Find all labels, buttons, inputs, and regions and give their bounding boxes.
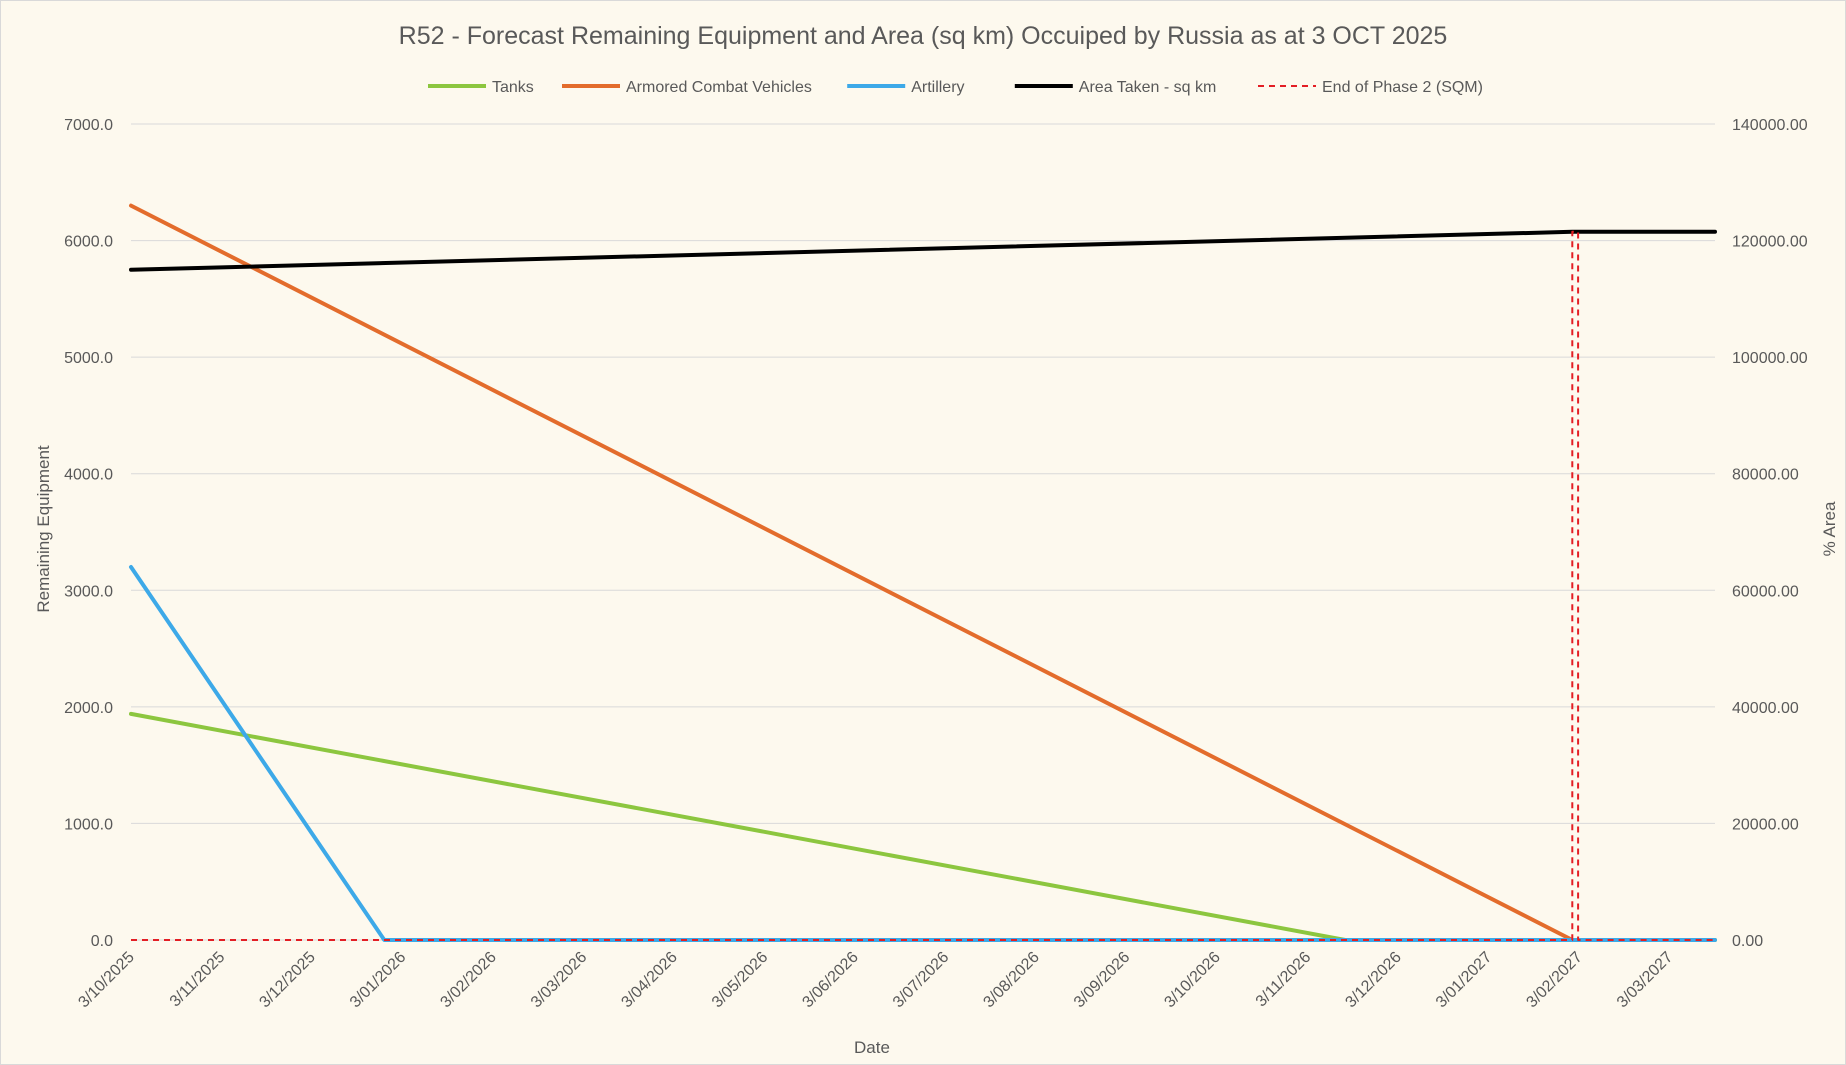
y-tick-label: 6000.0	[64, 234, 113, 251]
legend-label: Area Taken - sq km	[1079, 79, 1217, 96]
y-tick-label: 4000.0	[64, 467, 113, 484]
series-lines	[129, 203, 1717, 942]
y-axis-right: 0.00 20000.00 40000.00 60000.00 80000.00 1000…	[1732, 117, 1808, 950]
x-tick-label: 3/05/2026	[709, 949, 771, 1011]
x-tick-label: 3/03/2027	[1614, 949, 1676, 1011]
legend-item: End of Phase 2 (SQM)	[1258, 79, 1483, 96]
x-tick-label: 3/03/2026	[528, 949, 590, 1011]
y2-tick-label: 120000.00	[1732, 234, 1808, 251]
y-tick-label: 3000.0	[64, 583, 113, 600]
x-tick-label: 3/06/2026	[799, 949, 861, 1011]
y2-tick-label: 80000.00	[1732, 467, 1799, 484]
y2-tick-label: 140000.00	[1732, 117, 1808, 134]
x-tick-label: 3/01/2027	[1433, 949, 1495, 1011]
x-axis-title: Date	[854, 1038, 890, 1057]
legend-item: Tanks	[428, 79, 534, 96]
y-tick-label: 7000.0	[64, 117, 113, 134]
legend-label: End of Phase 2 (SQM)	[1322, 79, 1483, 96]
y-axis-left: 0.0 1000.0 2000.0 3000.0 4000.0 5000.0 6000.0 7…	[64, 117, 113, 950]
series-line	[129, 203, 1575, 942]
y-tick-label: 0.0	[91, 933, 113, 950]
x-tick-label: 3/11/2026	[1253, 949, 1315, 1011]
legend-label: Tanks	[492, 79, 534, 96]
legend-item: Armored Combat Vehicles	[562, 79, 812, 96]
legend-label: Artillery	[911, 79, 964, 96]
series-line	[129, 711, 1717, 942]
x-tick-label: 3/10/2025	[75, 949, 137, 1011]
y2-tick-label: 20000.00	[1732, 816, 1799, 833]
y-axis-title: Remaining Equipment	[34, 445, 53, 613]
y-tick-label: 2000.0	[64, 700, 113, 717]
x-tick-label: 3/07/2026	[890, 949, 952, 1011]
series-line	[131, 230, 1715, 941]
x-tick-label: 3/01/2026	[347, 949, 409, 1011]
y2-tick-label: 60000.00	[1732, 583, 1799, 600]
x-tick-label: 3/12/2025	[256, 949, 318, 1011]
y2-tick-label: 0.00	[1732, 933, 1763, 950]
legend-item: Area Taken - sq km	[1014, 79, 1217, 96]
chart-title: R52 - Forecast Remaining Equipment and A…	[399, 22, 1448, 50]
y2-axis-title: % Area	[1820, 501, 1839, 556]
x-tick-label: 3/02/2027	[1523, 949, 1585, 1011]
series-line	[129, 565, 1717, 942]
x-tick-label: 3/04/2026	[618, 949, 680, 1011]
x-tick-label: 3/08/2026	[980, 949, 1042, 1011]
gridlines	[131, 123, 1715, 941]
x-tick-label: 3/02/2026	[437, 949, 499, 1011]
x-tick-label: 3/12/2026	[1342, 949, 1404, 1011]
legend-label: Armored Combat Vehicles	[626, 79, 812, 96]
legend: Tanks Armored Combat Vehicles Artillery Are…	[428, 79, 1483, 96]
y-tick-label: 1000.0	[64, 816, 113, 833]
x-tick-label: 3/09/2026	[1071, 949, 1133, 1011]
x-axis: 3/10/2025 3/11/2025 3/12/2025 3/01/2026 3/02…	[75, 949, 1676, 1011]
y-tick-label: 5000.0	[64, 350, 113, 367]
y2-tick-label: 40000.00	[1732, 700, 1799, 717]
legend-item: Artillery	[847, 79, 965, 96]
x-tick-label: 3/10/2026	[1161, 949, 1223, 1011]
y2-tick-label: 100000.00	[1732, 350, 1808, 367]
x-tick-label: 3/11/2025	[167, 949, 229, 1011]
series-line	[129, 229, 1717, 272]
